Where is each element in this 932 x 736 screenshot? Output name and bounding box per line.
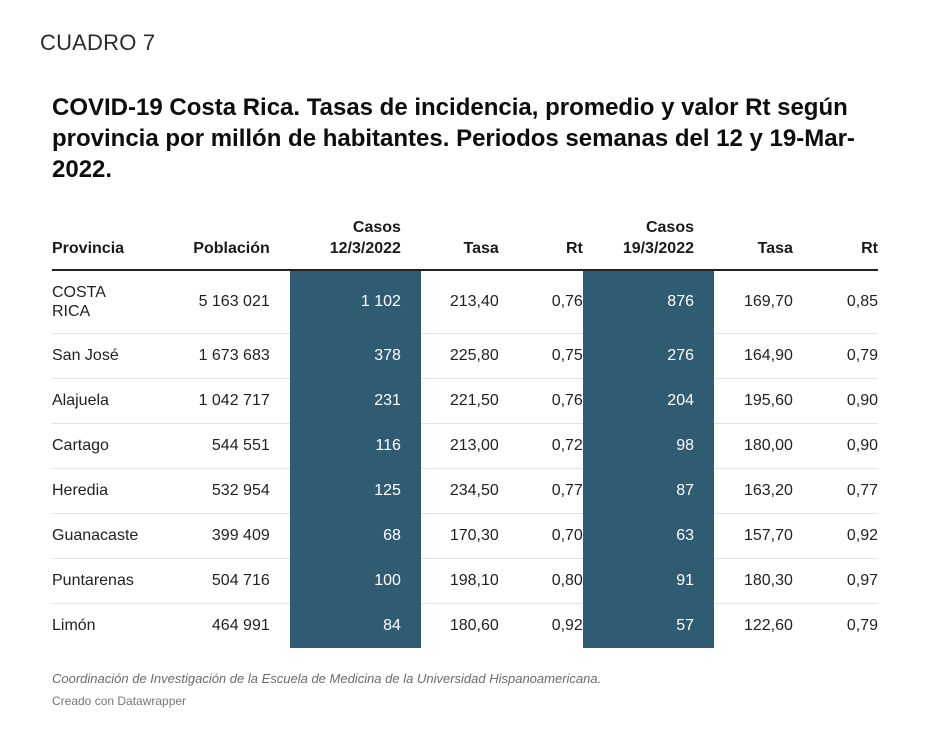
cell-poblacion: 504 716 [160, 558, 290, 604]
cell-tasa-19-mar: 180,00 [714, 423, 793, 469]
cell-casos-19-mar: 276 [582, 333, 714, 379]
cell-provincia: Alajuela [52, 378, 161, 424]
cell-rt-12-mar: 0,72 [498, 423, 583, 469]
cell-rt-12-mar: 0,77 [498, 468, 583, 514]
cell-rt-19-mar: 0,97 [792, 558, 878, 604]
cell-rt-12-mar: 0,76 [498, 270, 583, 334]
table-header-row: Provincia Población Casos 12/3/2022 Tasa… [52, 214, 878, 271]
cell-casos-12-mar: 68 [289, 513, 421, 559]
cell-provincia-line2: RICA [52, 303, 91, 320]
cell-casos-19-mar: 204 [582, 378, 714, 424]
cell-casos-19-mar: 98 [582, 423, 714, 469]
cell-provincia: Limón [52, 617, 96, 634]
cell-rt-19-mar: 0,90 [792, 423, 878, 469]
cell-casos-19-mar: 57 [582, 603, 714, 648]
cell-poblacion: 399 409 [160, 513, 290, 559]
header-casos-19-mar-line2: 19/3/2022 [622, 240, 694, 257]
cell-tasa-19-mar: 157,70 [714, 513, 793, 559]
table-title: COVID-19 Costa Rica. Tasas de incidencia… [52, 94, 855, 183]
cell-casos-12-mar: 1 102 [289, 270, 421, 334]
cell-tasa-12-mar: 198,10 [420, 558, 499, 604]
cell-provincia: Heredia [52, 468, 161, 514]
cell-tasa-19-mar: 169,70 [714, 270, 793, 334]
table-row: Limón 464 991 84 180,60 0,92 57 122,60 0… [52, 603, 878, 648]
header-tasa-19-mar: Tasa [714, 214, 793, 271]
cell-tasa-19-mar: 164,90 [714, 333, 793, 379]
header-poblacion: Población [160, 214, 290, 271]
cell-rt-19-mar: 0,77 [792, 468, 878, 514]
cell-tasa-12-mar: 180,60 [449, 617, 499, 634]
cell-rt-19-mar: 0,79 [846, 617, 878, 634]
cell-casos-12-mar: 231 [289, 378, 421, 424]
header-rt-12-mar: Rt [498, 214, 583, 271]
cell-poblacion: 1 042 717 [160, 378, 290, 424]
cell-casos-12-mar: 125 [289, 468, 421, 514]
cell-casos-19-mar: 91 [582, 558, 714, 604]
cell-rt-12-mar: 0,76 [498, 378, 583, 424]
header-casos-19-mar-line1: Casos [645, 219, 694, 236]
header-casos-12-mar-line2: 12/3/2022 [329, 240, 401, 257]
cell-casos-12-mar: 100 [289, 558, 421, 604]
cell-rt-12-mar: 0,75 [498, 333, 583, 379]
cell-casos-12-mar: 116 [289, 423, 421, 469]
cell-rt-12-mar: 0,80 [498, 558, 583, 604]
cell-casos-19-mar: 87 [582, 468, 714, 514]
cell-casos-12-mar: 378 [289, 333, 421, 379]
cell-poblacion: 532 954 [160, 468, 290, 514]
covid-incidence-table: Provincia Población Casos 12/3/2022 Tasa… [52, 214, 878, 648]
cell-tasa-12-mar: 225,80 [420, 333, 499, 379]
header-casos-12-mar-line1: Casos [352, 219, 401, 236]
datawrapper-credit: Creado con Datawrapper [52, 694, 187, 708]
cell-tasa-12-mar: 221,50 [420, 378, 499, 424]
header-tasa-12-mar: Tasa [420, 214, 499, 271]
cell-poblacion: 544 551 [160, 423, 290, 469]
header-provincia: Provincia [52, 214, 161, 271]
cell-provincia: Puntarenas [52, 558, 161, 604]
cell-casos-19-mar: 63 [582, 513, 714, 559]
cell-tasa-12-mar: 170,30 [420, 513, 499, 559]
cell-poblacion: 5 163 021 [160, 270, 290, 334]
table-row: COSTA RICA 5 163 021 1 102 213,40 0,76 8… [52, 270, 878, 334]
cell-casos-19-mar: 876 [582, 270, 714, 334]
cell-tasa-12-mar: 234,50 [420, 468, 499, 514]
cell-rt-19-mar: 0,92 [792, 513, 878, 559]
table-row: Alajuela 1 042 717 231 221,50 0,76 204 1… [52, 378, 878, 424]
header-casos-19-mar: Casos 19/3/2022 [582, 214, 714, 271]
cell-provincia-line1: COSTA [52, 284, 106, 301]
table-row: Cartago 544 551 116 213,00 0,72 98 180,0… [52, 423, 878, 469]
cell-tasa-12-mar: 213,40 [420, 270, 499, 334]
table-row: Heredia 532 954 125 234,50 0,77 87 163,2… [52, 468, 878, 514]
cell-poblacion: 1 673 683 [160, 333, 290, 379]
header-rt-19-mar: Rt [792, 214, 878, 271]
cell-casos-12-mar: 84 [289, 603, 421, 648]
cell-tasa-19-mar: 180,30 [714, 558, 793, 604]
cell-rt-12-mar: 0,70 [498, 513, 583, 559]
header-casos-12-mar: Casos 12/3/2022 [289, 214, 421, 271]
cell-rt-19-mar: 0,90 [792, 378, 878, 424]
cell-tasa-19-mar: 163,20 [714, 468, 793, 514]
cell-poblacion: 464 991 [211, 617, 270, 634]
cell-rt-12-mar: 0,92 [551, 617, 583, 634]
cell-rt-19-mar: 0,79 [792, 333, 878, 379]
source-footnote: Coordinación de Investigación de la Escu… [52, 671, 602, 686]
cell-tasa-19-mar: 195,60 [714, 378, 793, 424]
cell-rt-19-mar: 0,85 [792, 270, 878, 334]
data-table-container: Provincia Población Casos 12/3/2022 Tasa… [52, 214, 878, 648]
table-row: San José 1 673 683 378 225,80 0,75 276 1… [52, 333, 878, 379]
table-row: Puntarenas 504 716 100 198,10 0,80 91 18… [52, 558, 878, 604]
cell-provincia: San José [52, 333, 161, 379]
cell-tasa-12-mar: 213,00 [420, 423, 499, 469]
cell-provincia: Cartago [52, 423, 161, 469]
cell-tasa-19-mar: 122,60 [743, 617, 793, 634]
table-number-label: CUADRO 7 [40, 30, 156, 55]
table-row: Guanacaste 399 409 68 170,30 0,70 63 157… [52, 513, 878, 559]
cell-provincia: Guanacaste [52, 513, 161, 559]
cell-provincia: COSTA RICA [52, 270, 161, 334]
